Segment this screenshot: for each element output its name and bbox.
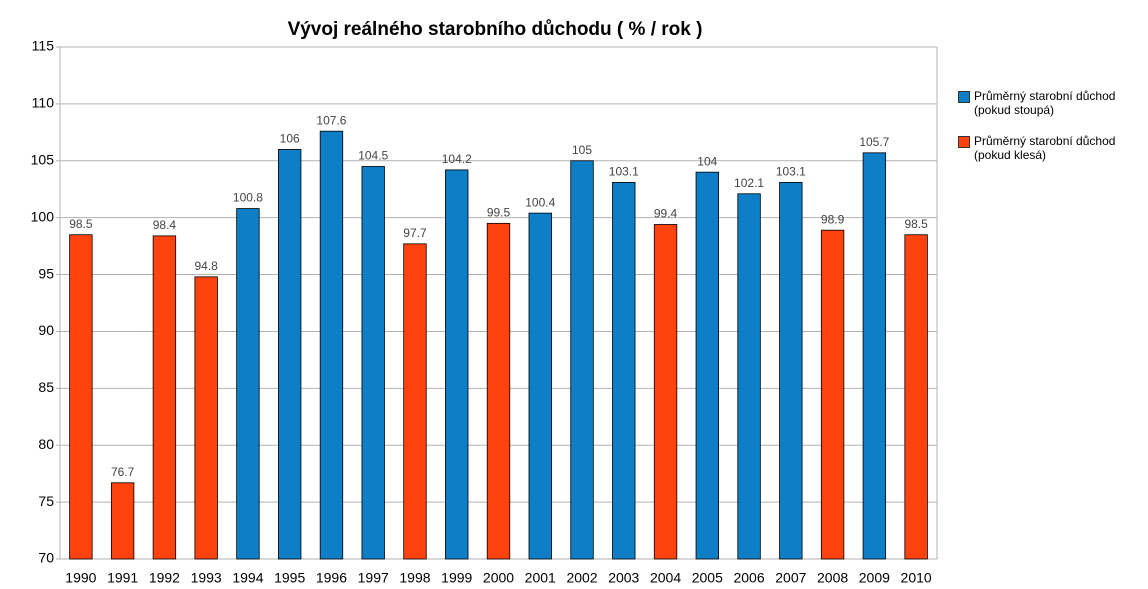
data-label: 106 [280,132,300,146]
x-tick-label: 2002 [566,570,597,586]
x-tick-label: 1995 [274,570,305,586]
x-tick-label: 1993 [191,570,222,586]
bar [403,243,427,560]
data-label: 100.4 [525,195,555,209]
data-label: 94.8 [194,259,218,273]
y-tick-label: 100 [31,208,55,224]
legend-label: Průměrný starobní důchod (pokud klesá) [974,134,1116,162]
x-tick-label: 1998 [399,570,430,586]
bar [653,224,678,560]
data-label: 97.7 [403,226,427,240]
bar [779,181,803,560]
bar [319,130,344,560]
y-tick-label: 85 [38,379,54,395]
bar [69,234,93,560]
data-label: 99.5 [487,206,511,220]
x-tick-label: 2003 [608,570,639,586]
data-label: 104.5 [358,149,388,163]
bar [570,160,594,560]
data-label: 99.4 [654,207,678,221]
bar [445,169,469,560]
data-label: 102.1 [734,176,764,190]
chart-title: Vývoj reálného starobního důchodu ( % / … [288,19,703,40]
y-tick-label: 75 [38,493,54,509]
x-tick-label: 1990 [65,570,96,586]
x-tick-label: 1994 [232,570,263,586]
data-label: 76.7 [111,465,135,479]
y-tick-label: 105 [31,151,55,167]
data-label: 98.9 [821,212,845,226]
legend-swatch [958,91,970,103]
x-tick-label: 2006 [733,570,764,586]
bar [361,166,385,560]
x-tick-label: 2004 [650,570,681,586]
data-label: 104.2 [442,152,472,166]
data-label: 105 [572,143,592,157]
bar [695,171,719,560]
bar [737,193,761,560]
x-tick-label: 2009 [859,570,890,586]
data-label: 100.8 [233,191,263,205]
data-label: 98.5 [904,217,928,231]
x-tick-label: 2005 [692,570,723,586]
bar [194,276,218,560]
x-tick-label: 2008 [817,570,848,586]
legend-swatch [958,136,970,148]
bar [236,208,260,560]
x-tick-label: 1997 [358,570,389,586]
x-tick-label: 2001 [525,570,556,586]
bar [904,234,928,560]
x-tick-label: 1992 [149,570,180,586]
data-label: 104 [697,154,717,168]
y-tick-label: 95 [38,265,54,281]
x-tick-label: 2010 [901,570,932,586]
y-tick-label: 115 [32,38,55,54]
x-tick-label: 1991 [107,570,138,586]
bar [528,212,552,560]
legend-item: Průměrný starobní důchod (pokud stoupá) [958,89,1138,117]
y-tick-label: 70 [38,550,54,566]
x-tick-label: 1999 [441,570,472,586]
data-label: 107.6 [316,113,346,127]
data-label: 103.1 [609,165,639,179]
bar [820,229,845,560]
y-tick-label: 80 [38,436,54,452]
legend-label: Průměrný starobní důchod (pokud stoupá) [974,89,1116,117]
bar [612,181,636,560]
y-tick-label: 90 [38,322,54,338]
bar [486,222,511,560]
y-tick-label: 110 [32,95,55,111]
bar [278,148,302,560]
x-tick-label: 2000 [483,570,514,586]
bar [152,235,177,560]
data-label: 105.7 [859,135,889,149]
data-label: 98.4 [153,218,177,232]
x-tick-label: 1996 [316,570,347,586]
bar [110,482,135,560]
data-label: 103.1 [776,165,806,179]
bar [862,152,887,560]
legend-item: Průměrný starobní důchod (pokud klesá) [958,134,1138,162]
x-tick-label: 2007 [775,570,806,586]
data-label: 98.5 [69,217,93,231]
